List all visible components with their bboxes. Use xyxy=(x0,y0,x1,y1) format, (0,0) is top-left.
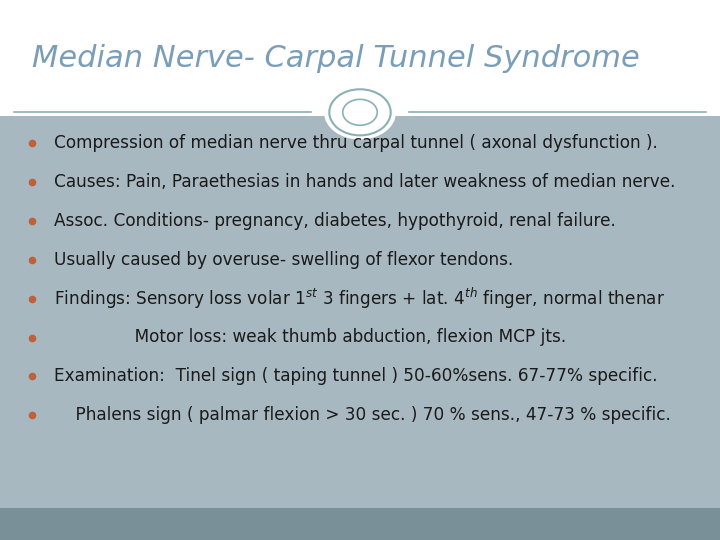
FancyBboxPatch shape xyxy=(0,0,720,116)
Circle shape xyxy=(325,86,395,139)
FancyBboxPatch shape xyxy=(0,116,720,508)
Text: Median Nerve- Carpal Tunnel Syndrome: Median Nerve- Carpal Tunnel Syndrome xyxy=(32,44,640,72)
Text: Usually caused by overuse- swelling of flexor tendons.: Usually caused by overuse- swelling of f… xyxy=(54,251,513,269)
Text: Findings: Sensory loss volar 1$^{st}$ 3 fingers + lat. 4$^{th}$ finger, normal t: Findings: Sensory loss volar 1$^{st}$ 3 … xyxy=(54,286,665,311)
Text: Phalens sign ( palmar flexion > 30 sec. ) 70 % sens., 47-73 % specific.: Phalens sign ( palmar flexion > 30 sec. … xyxy=(54,406,671,424)
Text: Motor loss: weak thumb abduction, flexion MCP jts.: Motor loss: weak thumb abduction, flexio… xyxy=(54,328,566,347)
Text: Causes: Pain, Paraethesias in hands and later weakness of median nerve.: Causes: Pain, Paraethesias in hands and … xyxy=(54,173,675,191)
Text: Examination:  Tinel sign ( taping tunnel ) 50-60%sens. 67-77% specific.: Examination: Tinel sign ( taping tunnel … xyxy=(54,367,657,386)
Text: Assoc. Conditions- pregnancy, diabetes, hypothyroid, renal failure.: Assoc. Conditions- pregnancy, diabetes, … xyxy=(54,212,616,230)
FancyBboxPatch shape xyxy=(0,508,720,540)
Text: Compression of median nerve thru carpal tunnel ( axonal dysfunction ).: Compression of median nerve thru carpal … xyxy=(54,134,658,152)
